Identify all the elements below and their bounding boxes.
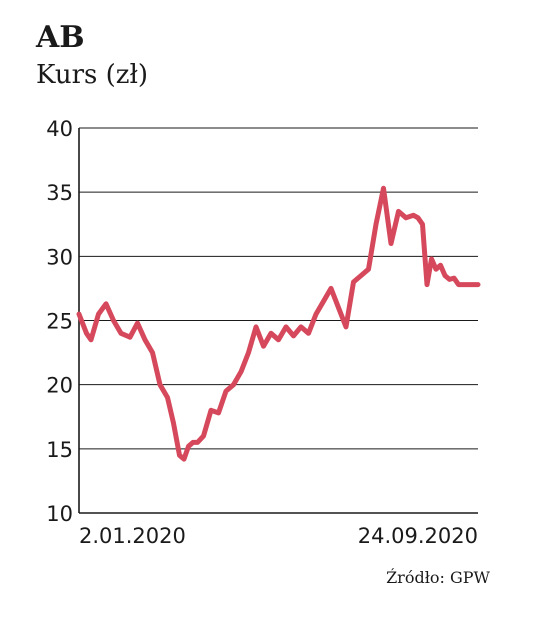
x-tick-label: 2.01.2020 bbox=[79, 524, 186, 548]
chart-subtitle: Kurs (zł) bbox=[36, 60, 149, 90]
y-axis-ticks: 10 15 20 25 30 35 40 bbox=[46, 117, 73, 526]
x-tick-label: 24.09.2020 bbox=[358, 524, 478, 548]
y-tick-label: 25 bbox=[46, 310, 73, 334]
y-tick-label: 30 bbox=[46, 245, 73, 269]
chart-title: AB bbox=[36, 20, 85, 55]
grid-lines bbox=[78, 127, 478, 514]
y-tick-label: 10 bbox=[46, 502, 73, 526]
y-tick-label: 20 bbox=[46, 374, 73, 398]
y-tick-label: 40 bbox=[46, 117, 73, 141]
source-note: Źródło: GPW bbox=[386, 568, 490, 587]
series-group bbox=[76, 185, 481, 462]
y-tick-label: 35 bbox=[46, 181, 73, 205]
series-line bbox=[76, 185, 481, 462]
x-axis-ticks: 2.01.2020 24.09.2020 bbox=[79, 524, 478, 548]
y-tick-label: 15 bbox=[46, 438, 73, 462]
